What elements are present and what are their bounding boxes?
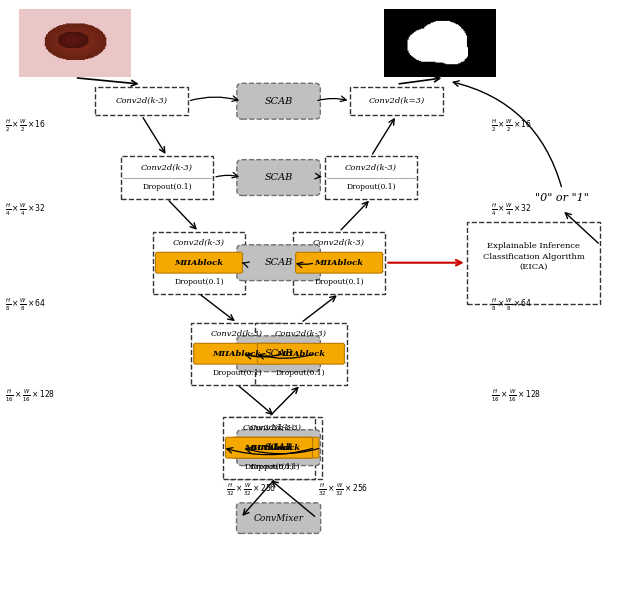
FancyBboxPatch shape (191, 323, 284, 385)
Text: SCAB: SCAB (264, 258, 292, 267)
Text: ConvMixer: ConvMixer (253, 514, 303, 523)
Text: MIIAblock: MIIAblock (175, 258, 223, 267)
Text: Dropout(0.1): Dropout(0.1) (251, 463, 300, 471)
Text: Conv2d(k-3): Conv2d(k-3) (345, 164, 397, 172)
FancyBboxPatch shape (229, 417, 321, 478)
Text: Conv2d(k-3): Conv2d(k-3) (275, 330, 327, 338)
FancyBboxPatch shape (237, 83, 320, 119)
Text: MIIAblock: MIIAblock (315, 258, 364, 267)
Text: $\frac{H}{32}\times\frac{W}{32}\times256$: $\frac{H}{32}\times\frac{W}{32}\times256… (319, 481, 369, 497)
FancyBboxPatch shape (257, 343, 344, 364)
Text: Dropout(0.1): Dropout(0.1) (212, 369, 262, 378)
Text: MIIAblock: MIIAblock (212, 350, 262, 358)
FancyBboxPatch shape (467, 222, 600, 304)
Text: $\frac{H}{8}\times\frac{W}{8}\times64$: $\frac{H}{8}\times\frac{W}{8}\times64$ (491, 296, 532, 313)
Text: SCAB: SCAB (264, 173, 292, 182)
Text: Conv2d(k-3): Conv2d(k-3) (313, 239, 365, 247)
FancyBboxPatch shape (237, 336, 320, 372)
FancyBboxPatch shape (194, 343, 281, 364)
Text: $\frac{H}{16}\times\frac{W}{16}\times128$: $\frac{H}{16}\times\frac{W}{16}\times128… (4, 388, 54, 404)
FancyBboxPatch shape (232, 437, 319, 458)
FancyBboxPatch shape (237, 503, 321, 533)
Text: Conv2d(k-3): Conv2d(k-3) (173, 239, 225, 247)
FancyBboxPatch shape (255, 323, 347, 385)
Text: $\frac{H}{2}\times\frac{W}{2}\times16$: $\frac{H}{2}\times\frac{W}{2}\times16$ (4, 118, 45, 135)
FancyBboxPatch shape (237, 160, 320, 195)
Text: SCAB: SCAB (264, 97, 292, 106)
Text: $\frac{H}{8}\times\frac{W}{8}\times64$: $\frac{H}{8}\times\frac{W}{8}\times64$ (4, 296, 45, 313)
Text: $\frac{H}{4}\times\frac{W}{4}\times32$: $\frac{H}{4}\times\frac{W}{4}\times32$ (4, 202, 45, 218)
Text: Conv2d(k-3): Conv2d(k-3) (116, 97, 168, 105)
Text: Conv2d(k-3): Conv2d(k-3) (141, 164, 193, 172)
Text: $\frac{H}{2}\times\frac{W}{2}\times16$: $\frac{H}{2}\times\frac{W}{2}\times16$ (491, 118, 532, 135)
Text: $\frac{H}{32}\times\frac{W}{32}\times256$: $\frac{H}{32}\times\frac{W}{32}\times256… (226, 481, 276, 497)
Text: $\frac{H}{4}\times\frac{W}{4}\times32$: $\frac{H}{4}\times\frac{W}{4}\times32$ (491, 202, 532, 218)
Text: MIIAblock: MIIAblock (276, 350, 325, 358)
FancyBboxPatch shape (121, 156, 213, 199)
Text: Dropout(0.1): Dropout(0.1) (314, 278, 364, 286)
FancyBboxPatch shape (153, 232, 245, 294)
Text: Dropout(0.1): Dropout(0.1) (142, 183, 192, 191)
Text: Conv2d(k=3): Conv2d(k=3) (369, 97, 424, 105)
FancyBboxPatch shape (237, 245, 320, 281)
Text: Dropout(0.1): Dropout(0.1) (174, 278, 224, 286)
Text: MIIAblock: MIIAblock (251, 444, 300, 452)
Text: Dropout(0.1): Dropout(0.1) (346, 183, 396, 191)
FancyBboxPatch shape (95, 87, 188, 115)
FancyBboxPatch shape (350, 87, 443, 115)
Text: MIIAblock: MIIAblock (244, 444, 294, 452)
FancyBboxPatch shape (237, 430, 320, 466)
FancyBboxPatch shape (324, 156, 417, 199)
FancyBboxPatch shape (296, 253, 383, 273)
Text: $\frac{H}{16}\times\frac{W}{16}\times128$: $\frac{H}{16}\times\frac{W}{16}\times128… (491, 388, 541, 404)
Text: Conv2d(k-3): Conv2d(k-3) (250, 424, 301, 432)
FancyBboxPatch shape (293, 232, 385, 294)
FancyBboxPatch shape (225, 437, 312, 458)
Text: Explainable Inference
Classification Algorithm
(EICA): Explainable Inference Classification Alg… (483, 242, 584, 271)
Text: Conv2d(k-3): Conv2d(k-3) (243, 424, 295, 432)
Text: Conv2d(k-3): Conv2d(k-3) (211, 330, 263, 338)
FancyBboxPatch shape (156, 253, 243, 273)
Text: Dropout(0.1): Dropout(0.1) (244, 463, 294, 471)
FancyBboxPatch shape (223, 417, 316, 478)
Text: Dropout(0.1): Dropout(0.1) (276, 369, 326, 378)
Text: "0" or "1": "0" or "1" (535, 193, 589, 203)
Text: SCAB: SCAB (264, 349, 292, 358)
Text: SCAB: SCAB (264, 443, 292, 452)
